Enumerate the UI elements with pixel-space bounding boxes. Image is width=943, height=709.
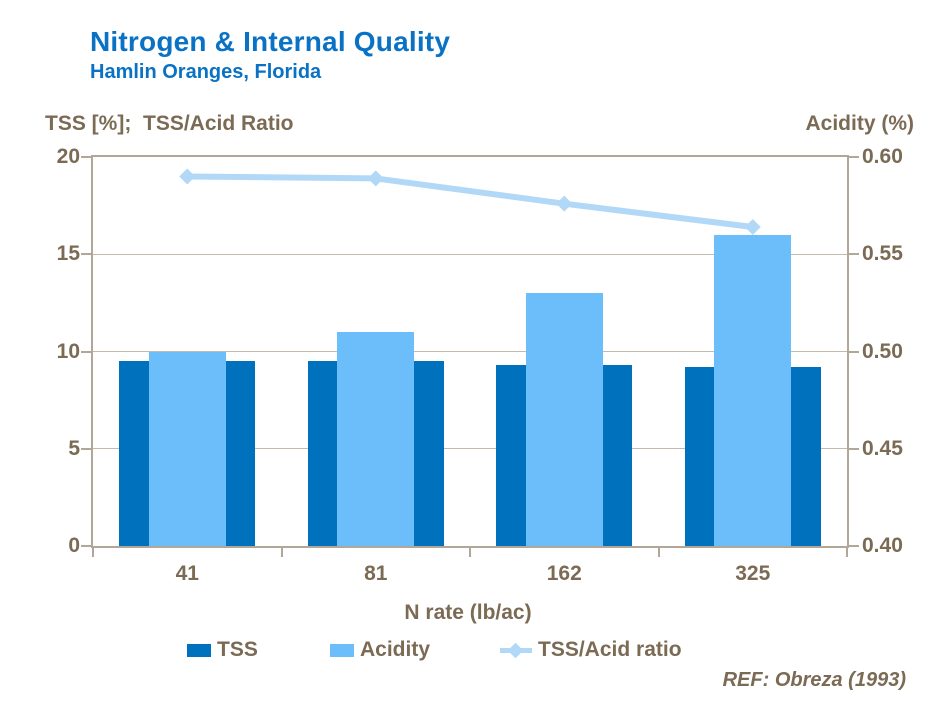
right-axis-title: Acidity (%) [805, 112, 914, 135]
x-axis-tick-mark [280, 548, 283, 557]
x-axis-tick-label-41: 41 [175, 562, 199, 585]
left-axis-tick-mark [81, 156, 91, 158]
ratio-marker-81 [367, 170, 384, 187]
bar-acidity-325 [714, 234, 792, 546]
bar-acidity-162 [525, 293, 603, 546]
legend-line-marker-icon [500, 642, 532, 658]
legend-label: TSS [217, 638, 258, 661]
right-axis-tick-mark [849, 156, 859, 158]
gridline-10 [93, 351, 847, 352]
right-axis-tick-label-0.45: 0.45 [862, 436, 903, 460]
x-axis-tick-label-325: 325 [735, 562, 771, 585]
chart-title: Nitrogen & Internal Quality [90, 26, 451, 57]
legend-item-acidity: Acidity [330, 638, 430, 662]
right-axis-tick-label-0.40: 0.40 [862, 534, 903, 557]
right-axis-tick-mark [849, 545, 859, 547]
reference-citation: REF: Obreza (1993) [722, 669, 906, 691]
left-axis-tick-mark [81, 253, 91, 256]
legend-item-tss: TSS [187, 638, 258, 662]
bar-acidity-41 [148, 351, 226, 546]
x-axis-tick-mark [846, 548, 848, 557]
x-axis-tick-mark [92, 548, 94, 557]
legend-item-tss-acid-ratio: TSS/Acid ratio [500, 638, 682, 662]
x-axis-tick-mark [657, 548, 660, 557]
right-axis-tick-label-0.55: 0.55 [862, 242, 903, 266]
ratio-marker-325 [744, 219, 761, 236]
left-axis-tick-label-15: 15 [56, 242, 80, 266]
bar-acidity-81 [337, 332, 415, 546]
left-axis-tick-mark [81, 545, 91, 547]
right-axis-tick-mark [849, 253, 859, 256]
gridline-15 [93, 253, 847, 255]
left-axis-tick-label-20: 20 [56, 145, 80, 168]
x-axis-title: N rate (lb/ac) [404, 601, 532, 624]
x-axis-tick-mark [469, 548, 471, 557]
left-axis-tick-label-0: 0 [68, 534, 80, 557]
plot-area [91, 155, 849, 548]
legend-diamond-icon [507, 642, 524, 658]
legend-label: TSS/Acid ratio [538, 638, 682, 661]
left-axis-tick-label-5: 5 [68, 436, 80, 460]
gridline-5 [93, 448, 847, 450]
right-axis-tick-mark [849, 447, 859, 450]
legend-label: Acidity [360, 638, 431, 661]
right-axis-tick-label-0.60: 0.60 [862, 145, 903, 168]
right-axis-tick-label-0.50: 0.50 [862, 339, 903, 363]
chart-subtitle: Hamlin Oranges, Florida [90, 61, 322, 83]
left-axis-title: TSS [%]; TSS/Acid Ratio [45, 112, 294, 135]
x-axis-tick-label-81: 81 [364, 562, 388, 585]
left-axis-tick-label-10: 10 [56, 339, 80, 363]
ratio-marker-162 [556, 195, 573, 212]
left-axis-tick-mark [81, 447, 91, 450]
right-axis-tick-mark [849, 350, 859, 353]
legend-swatch-icon [187, 643, 211, 657]
x-axis-tick-label-162: 162 [546, 562, 582, 585]
ratio-line [187, 173, 754, 230]
left-axis-tick-mark [81, 350, 91, 353]
legend-swatch-icon [330, 643, 354, 657]
ratio-marker-41 [179, 168, 196, 185]
